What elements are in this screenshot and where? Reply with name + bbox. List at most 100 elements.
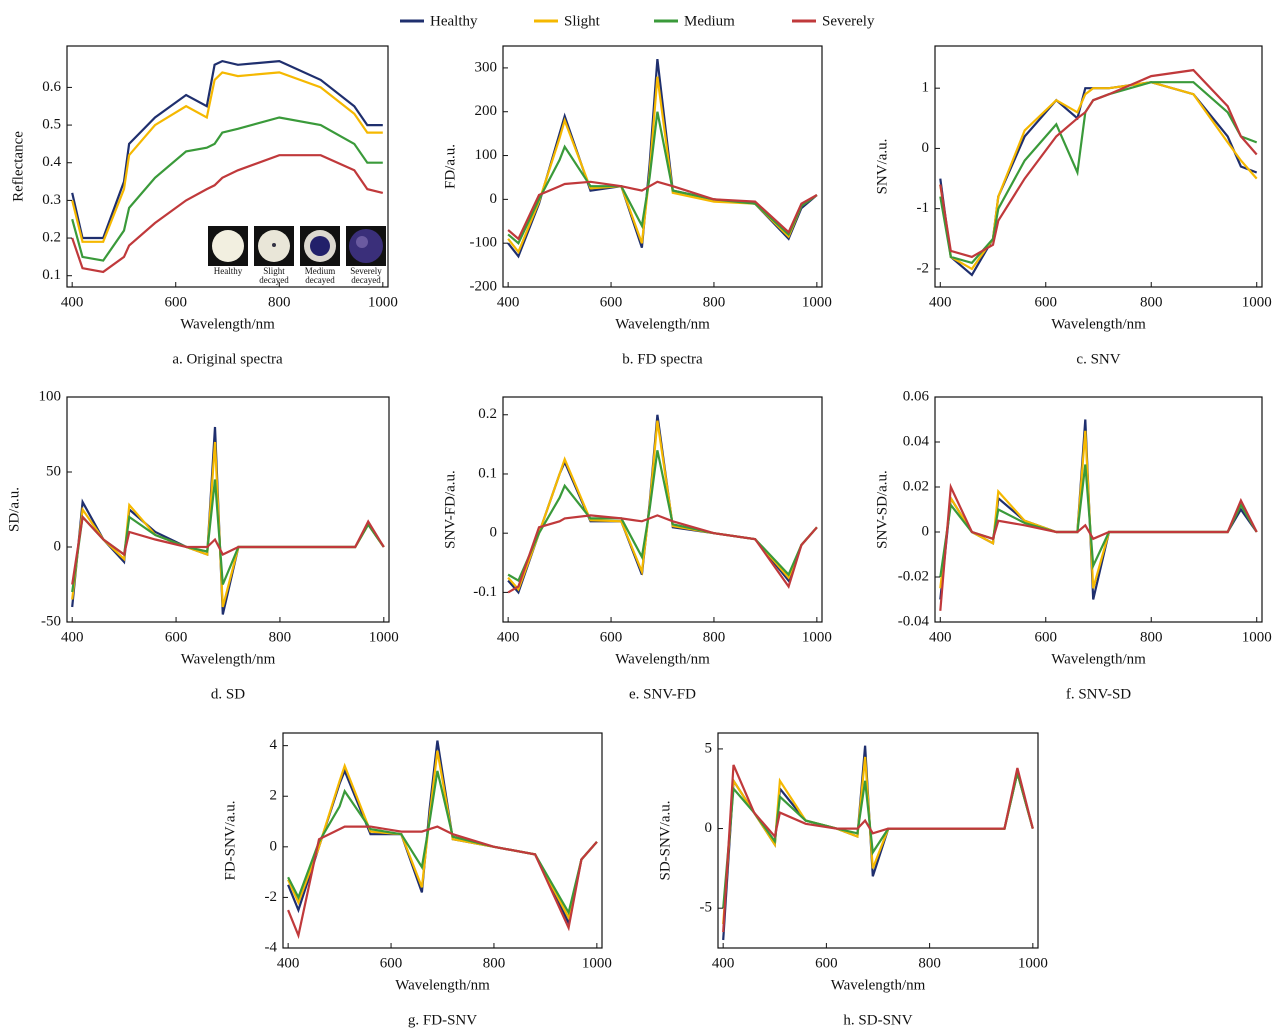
inset-label: Medium decayed (304, 266, 336, 285)
x-axis-label: Wavelength/nm (615, 651, 710, 667)
x-tick-label: 1000 (369, 629, 399, 645)
x-tick-label: 1000 (368, 294, 398, 310)
legend-label: Severely (822, 13, 875, 29)
x-tick-label: 400 (712, 955, 735, 971)
x-tick-label: 600 (600, 629, 623, 645)
y-tick-label: 200 (475, 103, 498, 119)
x-tick-label: 800 (269, 629, 292, 645)
y-axis-label: FD/a.u. (442, 144, 458, 189)
x-axis-label: Wavelength/nm (180, 316, 275, 332)
legend-label: Slight (564, 13, 601, 29)
panel-caption: b. FD spectra (622, 351, 703, 367)
plot-area (507, 414, 818, 595)
spectrum-line (71, 116, 383, 262)
x-tick-label: 600 (600, 294, 623, 310)
x-axis-label: Wavelength/nm (395, 977, 490, 993)
x-tick-label: 400 (929, 629, 952, 645)
y-tick-label: 100 (475, 147, 498, 163)
panel-caption: f. SNV-SD (1066, 686, 1131, 702)
spectrum-line (507, 111, 818, 245)
x-tick-label: 800 (268, 294, 291, 310)
y-tick-label: 300 (475, 59, 498, 75)
y-tick-label: 0.1 (478, 465, 497, 481)
spectrum-line (287, 770, 598, 916)
x-axis-label: Wavelength/nm (181, 651, 276, 667)
spectrum-line (71, 514, 385, 585)
y-axis-label: Reflectance (10, 131, 26, 202)
plot-frame (934, 45, 1263, 288)
y-tick-label: 0.6 (42, 79, 61, 95)
y-tick-label: 0 (490, 191, 498, 207)
plot-frame (502, 45, 823, 288)
inset-label: Healthy (213, 266, 243, 276)
y-tick-label: 0.04 (903, 433, 930, 449)
legend-label: Healthy (430, 13, 478, 29)
spectrum-line (939, 482, 1258, 611)
y-tick-label: 0 (54, 538, 62, 554)
inset-label: Severely decayed (350, 266, 382, 285)
y-tick-label: 0.2 (478, 406, 497, 422)
plot-frame (717, 732, 1039, 949)
spectrum-line (722, 756, 1034, 925)
spectrum-line (722, 772, 1034, 909)
plot-area (939, 419, 1258, 611)
spectrum-line (939, 464, 1258, 578)
x-tick-label: 1000 (582, 955, 612, 971)
y-tick-label: -1 (917, 200, 930, 216)
x-tick-label: 600 (380, 955, 403, 971)
y-tick-label: 50 (46, 463, 61, 479)
x-tick-label: 1000 (1018, 955, 1048, 971)
plot-area (71, 426, 385, 615)
spectrum-line (507, 180, 818, 241)
y-tick-label: -0.04 (898, 613, 930, 629)
x-axis-label: Wavelength/nm (1051, 316, 1146, 332)
y-tick-label: -0.02 (898, 568, 929, 584)
x-tick-label: 800 (1140, 294, 1163, 310)
plot-frame (66, 396, 390, 623)
spectrum-line (507, 58, 818, 259)
y-tick-label: 0 (922, 140, 930, 156)
y-tick-label: 5 (705, 740, 713, 756)
y-axis-label: SD-SNV/a.u. (657, 800, 673, 880)
y-tick-label: 0 (490, 525, 498, 541)
x-tick-label: 1000 (802, 629, 832, 645)
panel-caption: h. SD-SNV (843, 1012, 912, 1028)
y-tick-label: 0.4 (42, 154, 61, 170)
x-tick-label: 400 (277, 955, 300, 971)
spectrum-line (287, 750, 598, 921)
y-tick-label: -100 (470, 235, 498, 251)
y-tick-label: 100 (39, 388, 62, 404)
panel-caption: g. FD-SNV (408, 1012, 477, 1028)
plot-area (939, 68, 1258, 277)
x-tick-label: 600 (165, 629, 188, 645)
x-tick-label: 800 (703, 629, 726, 645)
x-tick-label: 400 (61, 294, 84, 310)
y-tick-label: -2 (917, 260, 930, 276)
plot-area (507, 58, 818, 259)
inset-label: Slight decayed (259, 266, 289, 285)
plot-frame (934, 396, 1263, 623)
spectrum-line (939, 81, 1258, 271)
spectrum-line (71, 154, 384, 274)
panel-caption: c. SNV (1076, 351, 1120, 367)
plot-area (287, 740, 598, 940)
x-tick-label: 400 (497, 629, 520, 645)
legend-label: Medium (684, 13, 735, 29)
y-axis-label: SNV-FD/a.u. (442, 470, 458, 549)
spectrum-line (71, 479, 385, 593)
y-tick-label: -4 (265, 939, 278, 955)
y-tick-label: 0 (270, 838, 278, 854)
y-tick-label: 1 (922, 80, 930, 96)
y-tick-label: 4 (270, 737, 278, 753)
spectrum-line (507, 514, 818, 594)
y-tick-label: -0.1 (473, 584, 497, 600)
y-tick-label: -5 (700, 900, 713, 916)
panel-caption: e. SNV-FD (629, 686, 696, 702)
x-axis-label: Wavelength/nm (615, 316, 710, 332)
y-axis-label: SNV-SD/a.u. (874, 470, 890, 549)
spectrum-line (287, 825, 598, 940)
spectrum-line (507, 414, 818, 595)
plot-frame (66, 45, 389, 288)
plot-frame (502, 396, 823, 623)
